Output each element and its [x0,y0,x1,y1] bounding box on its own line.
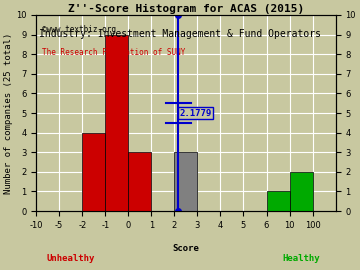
Text: ©www.textbiz.org: ©www.textbiz.org [42,25,116,34]
Bar [82,133,105,211]
Y-axis label: Number of companies (25 total): Number of companies (25 total) [4,32,13,194]
Bar [174,152,197,211]
Text: The Research Foundation of SUNY: The Research Foundation of SUNY [42,48,185,57]
Bar [105,35,128,211]
Text: Industry: Investment Management & Fund Operators: Industry: Investment Management & Fund O… [39,29,321,39]
Text: Healthy: Healthy [282,254,320,263]
X-axis label: Score: Score [172,244,199,253]
Text: Unhealthy: Unhealthy [46,254,95,263]
Title: Z''-Score Histogram for ACAS (2015): Z''-Score Histogram for ACAS (2015) [68,4,304,14]
Bar [128,152,151,211]
Text: 2.1779: 2.1779 [180,109,212,117]
Bar [266,191,289,211]
Bar [289,172,312,211]
